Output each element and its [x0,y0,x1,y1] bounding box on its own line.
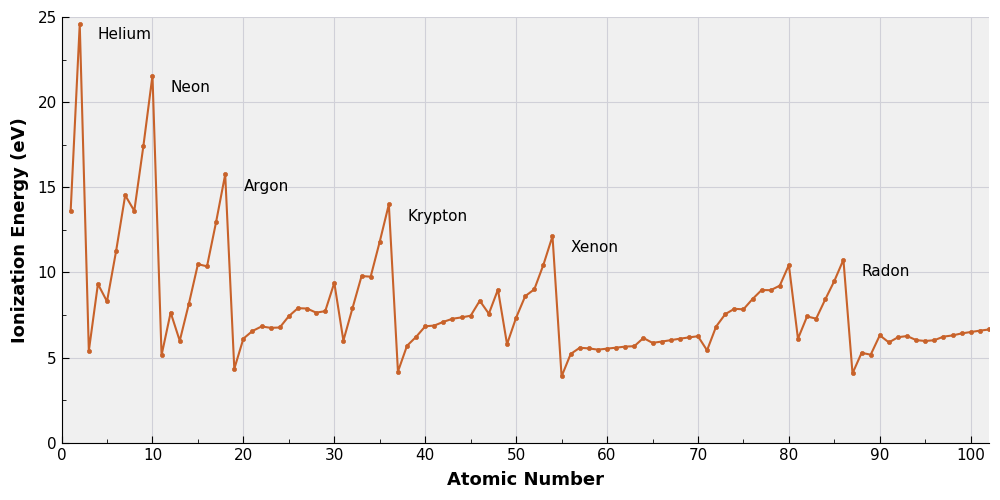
Text: Helium: Helium [98,28,152,42]
Text: Neon: Neon [171,80,211,95]
Text: Xenon: Xenon [571,240,619,255]
Text: Radon: Radon [862,264,910,279]
X-axis label: Atomic Number: Atomic Number [447,471,604,489]
Text: Argon: Argon [243,179,289,194]
Y-axis label: Ionization Energy (eV): Ionization Energy (eV) [11,117,29,343]
Text: Krypton: Krypton [407,210,467,224]
